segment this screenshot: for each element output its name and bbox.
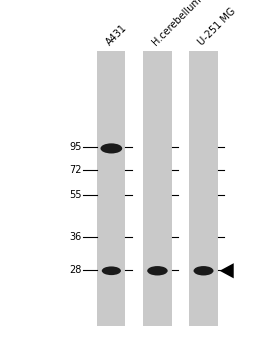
Bar: [97, 51, 125, 326]
Text: 36: 36: [70, 232, 82, 242]
Ellipse shape: [194, 266, 214, 275]
Text: 72: 72: [69, 165, 82, 175]
Text: 55: 55: [69, 190, 82, 201]
Ellipse shape: [100, 143, 122, 153]
Polygon shape: [220, 263, 234, 278]
Text: 95: 95: [70, 142, 82, 152]
Text: A431: A431: [104, 22, 129, 47]
Text: U-251 MG: U-251 MG: [196, 6, 238, 47]
Bar: [189, 51, 218, 326]
Ellipse shape: [147, 266, 168, 275]
Bar: [143, 51, 172, 326]
Text: H.cerebellum: H.cerebellum: [150, 0, 203, 47]
Text: 28: 28: [70, 265, 82, 275]
Ellipse shape: [102, 266, 121, 275]
